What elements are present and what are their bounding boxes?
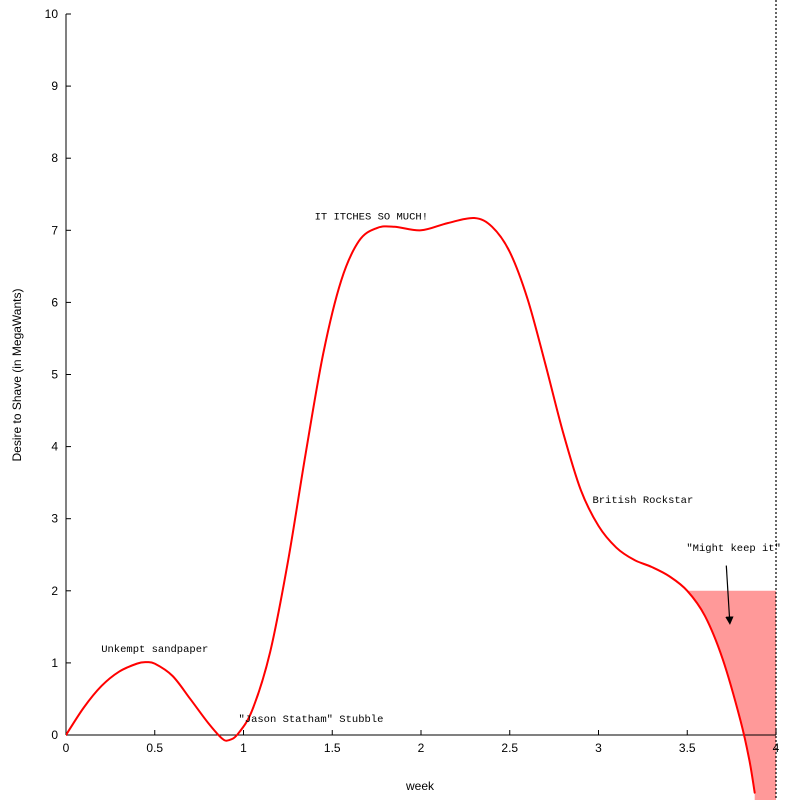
y-tick-label: 8 [51,151,58,165]
y-tick-label: 0 [51,728,58,742]
region-layer [687,590,776,800]
y-tick-label: 6 [51,295,58,309]
y-tick-label: 5 [51,368,58,382]
x-ticks: 0 0.5 1 1.5 2 2.5 3 3.5 4 [63,730,780,755]
x-tick-label: 1 [240,741,247,755]
x-tick-label: 2.5 [501,741,518,755]
annotation-label: "Jason Statham" Stubble [238,714,383,726]
x-tick-label: 4 [773,741,780,755]
x-tick-label: 2 [418,741,425,755]
y-tick-label: 10 [45,7,59,21]
y-tick-label: 7 [51,223,58,237]
axes [65,14,776,736]
annotations: IT ITCHES SO MUCH! Unkempt sandpaper "Jaso… [101,211,786,726]
annotation-label: IT ITCHES SO MUCH! [315,211,428,223]
x-tick-label: 1.5 [324,741,341,755]
y-axis-label: Desire to Shave (in MegaWants) [10,289,24,462]
series-layer [66,217,756,794]
annotation-label: Unkempt sandpaper [101,644,208,656]
y-tick-label: 1 [51,656,58,670]
annotation-label: "Might keep it" zone [686,543,786,555]
might-keep-it-zone [687,590,776,800]
y-tick-label: 4 [51,440,58,454]
x-axis-label: week [405,779,435,793]
annotation-label: British Rockstar [592,495,693,507]
y-ticks: 0 1 2 3 4 5 6 7 8 9 10 [45,7,71,742]
x-tick-label: 3 [595,741,602,755]
y-tick-label: 9 [51,79,58,93]
desire-curve [66,217,756,794]
x-tick-label: 3.5 [679,741,696,755]
y-tick-label: 3 [51,512,58,526]
zone-arrow [725,565,734,625]
x-tick-label: 0 [63,741,70,755]
y-tick-label: 2 [51,584,58,598]
x-tick-label: 0.5 [146,741,163,755]
